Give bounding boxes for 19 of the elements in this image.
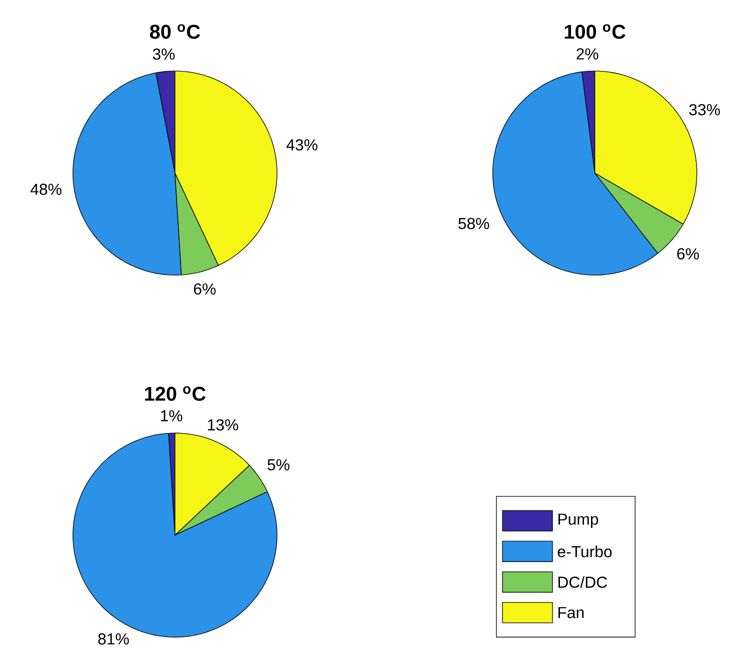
data-label: 81%	[98, 633, 129, 645]
data-label: 1%	[161, 410, 182, 422]
data-label: 13%	[208, 419, 238, 431]
data-label: 5%	[268, 459, 290, 470]
data-label: 2%	[576, 48, 598, 60]
legend-label: Pump	[558, 514, 598, 528]
data-label: 58%	[458, 218, 490, 230]
data-label: 6%	[194, 283, 216, 295]
data-label: 6%	[677, 248, 699, 260]
data-label: 3%	[152, 48, 175, 60]
data-label: 43%	[286, 139, 318, 151]
chart-title: 100 $^{o}$C	[564, 24, 626, 39]
chart-title: 80 $^{o}$C	[150, 24, 200, 39]
legend-label: DC/DC	[558, 576, 607, 588]
legend-label: e-Turbo	[558, 546, 612, 558]
chart-title: 120 $^{o}$C	[145, 386, 206, 401]
data-label: 48%	[30, 184, 62, 196]
legend-label: Fan	[558, 607, 584, 618]
data-label: 33%	[689, 104, 720, 116]
